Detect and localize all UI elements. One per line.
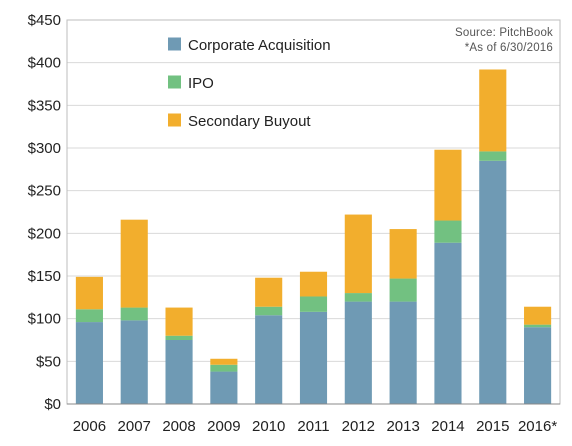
bar-segment [524, 306, 552, 325]
y-tick-label: $350 [28, 97, 61, 114]
y-tick-label: $250 [28, 183, 61, 200]
x-tick-label: 2011 [297, 418, 329, 435]
x-tick-label: 2014 [431, 418, 464, 435]
legend-label: Secondary Buyout [188, 113, 311, 130]
bar-segment [389, 301, 417, 404]
legend-label: Corporate Acquisition [188, 37, 331, 54]
bar-segment [120, 219, 148, 308]
x-tick-label: 2008 [162, 418, 195, 435]
bar-segment [389, 229, 417, 279]
bar-segment [524, 324, 552, 328]
bar-segment [255, 315, 283, 404]
bar-segment [344, 214, 372, 294]
bar-segment [120, 320, 148, 404]
x-tick-label: 2012 [342, 418, 375, 435]
x-tick-label: 2016* [518, 418, 557, 435]
x-tick-label: 2007 [118, 418, 151, 435]
y-tick-label: $100 [28, 311, 61, 328]
bar-segment [255, 277, 283, 307]
x-tick-label: 2015 [476, 418, 509, 435]
date-note: *As of 6/30/2016 [465, 42, 553, 54]
legend: Corporate Acquisition IPO Secondary Buyout [168, 37, 331, 130]
y-tick-label: $150 [28, 268, 61, 285]
bar-segment [210, 358, 238, 365]
y-tick-label: $400 [28, 55, 61, 72]
bar-segment [165, 335, 193, 340]
y-tick-label: $450 [28, 12, 61, 29]
x-tick-label: 2010 [252, 418, 285, 435]
bar-segment [165, 307, 193, 336]
bar-segment [165, 340, 193, 404]
bar-segment [479, 69, 507, 152]
bar-segment [434, 149, 462, 221]
bar-segment [524, 327, 552, 404]
bar-segment [75, 322, 103, 404]
y-tick-label: $0 [44, 396, 61, 413]
bar-segment [434, 242, 462, 404]
bar-segment [75, 276, 103, 310]
bar-segment [120, 307, 148, 321]
y-tick-label: $300 [28, 140, 61, 157]
bar-segment [75, 309, 103, 323]
bar-segment [299, 311, 328, 404]
bar-segment [389, 278, 417, 302]
bar-segment [344, 301, 372, 404]
bar-segment [299, 271, 328, 297]
bar-segment [344, 293, 372, 302]
legend-swatch [168, 75, 181, 89]
axes: $0 $50 $100 $150 $200 $250 $300 $350 $400 $450 200… [28, 12, 561, 435]
legend-swatch [168, 37, 181, 51]
y-tick-label: $50 [36, 353, 61, 370]
bar-segment [434, 220, 462, 243]
bar-segment [479, 160, 507, 404]
x-tick-label: 2006 [73, 418, 106, 435]
x-tick-label: 2013 [386, 418, 419, 435]
x-tick-label: 2009 [207, 418, 240, 435]
bar-segment [255, 306, 283, 316]
bar-segment [210, 364, 238, 372]
bar-segment [479, 151, 507, 161]
bar-segment [210, 371, 238, 404]
y-tick-label: $200 [28, 225, 61, 242]
bars [75, 69, 552, 404]
source-note: Source: PitchBook [455, 27, 553, 39]
annotations: Source: PitchBook *As of 6/30/2016 [455, 27, 553, 54]
bar-segment [299, 296, 328, 312]
legend-label: IPO [188, 75, 214, 92]
legend-swatch [168, 113, 181, 127]
